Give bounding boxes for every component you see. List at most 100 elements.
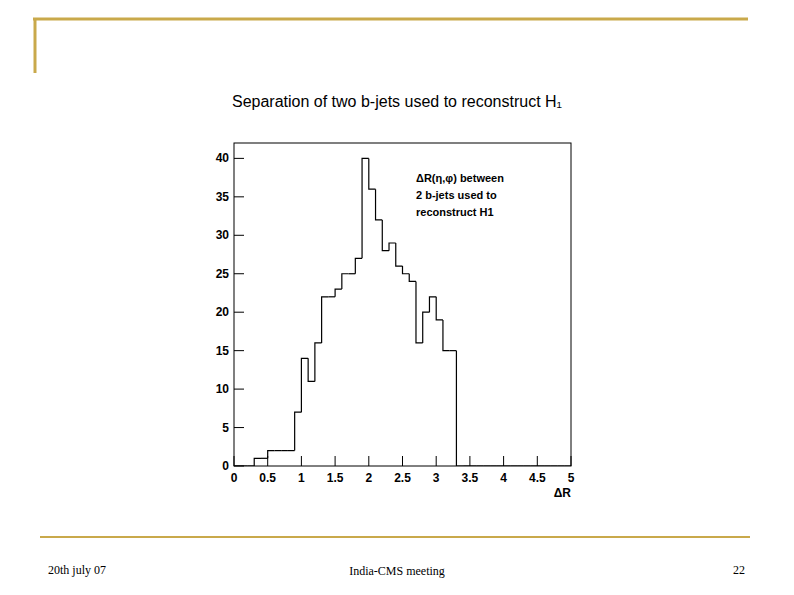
x-tick-label: 1.5 bbox=[327, 471, 344, 485]
hist-bin bbox=[483, 465, 490, 466]
x-label: ΔR bbox=[554, 486, 572, 500]
hist-bin bbox=[274, 450, 281, 451]
x-tick bbox=[402, 456, 403, 466]
y-tick bbox=[234, 350, 244, 351]
hist-bin bbox=[537, 465, 544, 466]
hist-bin bbox=[524, 465, 531, 466]
hist-bin bbox=[349, 273, 356, 274]
y-tick-label: 30 bbox=[216, 228, 230, 242]
hist-bin bbox=[342, 274, 349, 289]
annotation: reconstruct H1 bbox=[416, 206, 494, 218]
hist-bin bbox=[531, 465, 538, 466]
y-tick bbox=[234, 158, 244, 159]
x-tick bbox=[571, 456, 572, 466]
hist-bin bbox=[281, 450, 288, 451]
title: Separation of two b-jets used to reconst… bbox=[232, 93, 562, 110]
hist-bin bbox=[423, 312, 430, 343]
hist-bin bbox=[234, 465, 241, 466]
x-tick bbox=[234, 456, 235, 466]
x-tick-label: 5 bbox=[568, 471, 575, 485]
hist-bin bbox=[355, 258, 362, 273]
y-tick-label: 5 bbox=[222, 421, 229, 435]
y-tick bbox=[234, 427, 244, 428]
hist-bin bbox=[544, 465, 551, 466]
y-tick-label: 25 bbox=[216, 267, 230, 281]
y-tick bbox=[234, 312, 244, 313]
hist-bin bbox=[308, 358, 315, 381]
hist-bin bbox=[261, 458, 268, 459]
hist-bin bbox=[369, 158, 376, 189]
y-tick bbox=[234, 196, 244, 197]
y-tick bbox=[234, 235, 244, 236]
x-tick-label: 4.5 bbox=[529, 471, 546, 485]
hist-bin bbox=[443, 320, 450, 351]
x-tick bbox=[301, 456, 302, 466]
x-tick-label: 0.5 bbox=[259, 471, 276, 485]
bars bbox=[234, 158, 571, 466]
y-tick-label: 10 bbox=[216, 382, 230, 396]
hist-bin bbox=[456, 351, 463, 466]
slide: Separation of two b-jets used to reconst… bbox=[0, 0, 794, 595]
y-tick bbox=[234, 389, 244, 390]
hist-bin bbox=[551, 465, 558, 466]
hist-bin bbox=[376, 189, 383, 220]
hist-bin bbox=[301, 358, 308, 412]
x-tick-label: 2 bbox=[365, 471, 372, 485]
hist-bin bbox=[382, 220, 389, 251]
hist-bin bbox=[403, 266, 410, 274]
x-tick bbox=[335, 456, 336, 466]
hist-bin bbox=[362, 158, 369, 258]
hist-bin bbox=[288, 450, 295, 451]
hist-bin bbox=[247, 465, 254, 466]
top-rule bbox=[33, 18, 748, 21]
annotation: 2 b-jets used to bbox=[416, 189, 497, 201]
x-tick-label: 4 bbox=[500, 471, 507, 485]
hist-bin bbox=[254, 458, 261, 466]
hist-bin bbox=[497, 465, 504, 466]
hist-bin bbox=[429, 297, 436, 312]
hist-bin bbox=[436, 297, 443, 320]
hist-bin bbox=[416, 281, 423, 343]
x-tick-label: 3 bbox=[433, 471, 440, 485]
hist-bin bbox=[295, 412, 302, 450]
x-tick-label: 0 bbox=[231, 471, 238, 485]
y-tick bbox=[234, 273, 244, 274]
hist-bin bbox=[322, 297, 329, 343]
hist-bin bbox=[268, 451, 275, 459]
hist-bin bbox=[450, 350, 457, 351]
hist-bin bbox=[477, 465, 484, 466]
y-tick-label: 20 bbox=[216, 305, 230, 319]
footer-date: 20th july 07 bbox=[48, 563, 106, 577]
hist-bin bbox=[409, 274, 416, 282]
hist-bin bbox=[241, 465, 248, 466]
hist-bin bbox=[389, 243, 396, 251]
hist-bin bbox=[490, 465, 497, 466]
hist-bin bbox=[315, 343, 322, 381]
hist-bin bbox=[470, 465, 477, 466]
x-tick bbox=[469, 456, 470, 466]
hist-bin bbox=[396, 243, 403, 266]
y-tick-label: 0 bbox=[222, 459, 229, 473]
annotation: ΔR(η,φ) between bbox=[416, 172, 504, 184]
hist-bin bbox=[504, 465, 511, 466]
hist-bin bbox=[517, 465, 524, 466]
x-tick bbox=[537, 456, 538, 466]
plot-frame bbox=[234, 143, 571, 466]
hist-bin bbox=[558, 465, 565, 466]
hist-bin bbox=[510, 465, 517, 466]
footer-page: 22 bbox=[733, 563, 745, 577]
hist-bin bbox=[564, 465, 571, 466]
y-tick-label: 35 bbox=[216, 190, 230, 204]
hist-bin bbox=[463, 465, 470, 466]
x-tick-label: 3.5 bbox=[462, 471, 479, 485]
x-tick-label: 2.5 bbox=[394, 471, 411, 485]
hist-bin bbox=[335, 289, 342, 297]
hist-bin bbox=[328, 296, 335, 297]
bottom-rule bbox=[40, 536, 750, 538]
x-tick-label: 1 bbox=[298, 471, 305, 485]
y-tick-label: 40 bbox=[216, 151, 230, 165]
left-rule bbox=[34, 18, 37, 73]
x-tick bbox=[503, 456, 504, 466]
footer-meeting: India-CMS meeting bbox=[349, 564, 445, 578]
x-tick bbox=[436, 456, 437, 466]
